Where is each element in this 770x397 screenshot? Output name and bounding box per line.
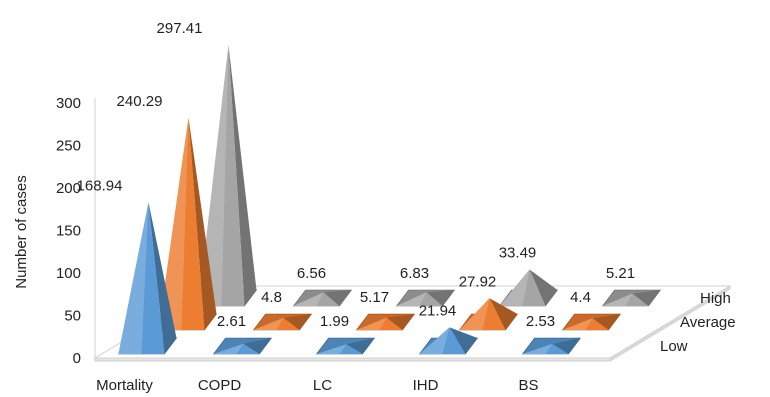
pyramid-mark	[292, 289, 353, 307]
pyramid-mark	[212, 337, 273, 355]
pyramid-side-face	[489, 298, 518, 330]
pyramid-highlight	[499, 269, 530, 306]
pyramid-highlight	[213, 343, 244, 354]
pyramid-side-face	[188, 117, 217, 330]
y-tick-label: 200	[56, 180, 81, 197]
pyramid-mark	[355, 313, 416, 331]
data-label: 6.83	[400, 265, 429, 282]
y-tick-label: 250	[56, 138, 81, 155]
pyramid-highlight	[459, 298, 490, 330]
pyramid-highlight	[562, 318, 593, 330]
data-label: 21.94	[419, 302, 457, 319]
data-labels: 297.41 6.56 6.83 33.49 5.21 240.29 4.8 5.17 27.9…	[77, 20, 636, 330]
pyramid-side-face	[283, 314, 312, 330]
pyramid-side-face	[228, 45, 257, 306]
pyramid-mark	[601, 289, 662, 307]
data-label: 297.41	[157, 20, 203, 37]
data-label: 5.17	[360, 289, 389, 306]
data-label: 2.53	[526, 313, 555, 330]
pyramid-highlight	[602, 293, 633, 306]
series-label: High	[700, 290, 731, 307]
pyramid-highlight	[356, 317, 387, 330]
pyramid-highlight	[118, 202, 149, 354]
category-label: Mortality	[96, 377, 153, 394]
pyramid-side-face	[529, 269, 558, 306]
pyramid-side-face	[386, 314, 415, 330]
pyramid-side-face	[552, 338, 581, 354]
pyramid-highlight	[253, 317, 284, 330]
data-label: 168.94	[77, 177, 123, 194]
pyramid-side-face	[243, 338, 272, 354]
chart-marks	[117, 45, 662, 355]
y-axis-title: Number of cases	[13, 175, 30, 288]
category-label: IHD	[413, 377, 439, 394]
pyramid-mark	[561, 313, 622, 331]
pyramid-mark	[418, 327, 479, 355]
pyramid-mark	[458, 298, 519, 331]
category-axis: Mortality COPD LC IHD BS	[96, 377, 538, 394]
pyramid-side-face	[449, 327, 478, 354]
category-label: BS	[518, 377, 538, 394]
data-label: 4.4	[570, 289, 591, 306]
data-label: 27.92	[459, 273, 497, 290]
pyramid-side-face	[426, 290, 455, 306]
pyramid-side-face	[323, 290, 352, 306]
pyramid-mark	[498, 269, 559, 307]
data-label: 6.56	[297, 265, 326, 282]
pyramid-highlight	[158, 117, 189, 330]
category-label: COPD	[198, 377, 242, 394]
data-label: 1.99	[320, 313, 349, 330]
pyramid-highlight	[316, 344, 347, 354]
pyramid-highlight	[522, 343, 553, 354]
y-tick-label: 50	[64, 308, 81, 325]
pyramid-highlight	[396, 292, 427, 306]
y-tick-label: 100	[56, 265, 81, 282]
data-label: 4.8	[261, 289, 282, 306]
floor-front-edge	[94, 357, 611, 362]
pyramid-mark	[252, 313, 313, 331]
pyramid-mark	[395, 289, 456, 307]
data-label: 2.61	[217, 313, 246, 330]
pyramid-mark	[117, 202, 178, 355]
y-tick-label: 300	[56, 95, 81, 112]
data-label: 33.49	[499, 245, 537, 262]
pyramid-side-face	[632, 290, 661, 306]
pyramid-mark	[315, 337, 376, 355]
series-label: Average	[680, 314, 736, 331]
pyramid-side-face	[592, 314, 621, 330]
pyramid-side-face	[346, 338, 375, 354]
data-label: 5.21	[606, 265, 635, 282]
data-label: 240.29	[117, 93, 163, 110]
value-axis: 0 50 100 150 200 250 300	[56, 95, 96, 367]
pyramid-side-face	[148, 202, 177, 354]
category-label: LC	[313, 377, 332, 394]
y-tick-label: 150	[56, 223, 81, 240]
pyramid-highlight	[419, 327, 450, 354]
y-tick-label: 0	[73, 350, 81, 367]
series-label: Low	[660, 338, 688, 355]
pyramid-mark	[521, 337, 582, 355]
series-axis: Low Average High	[660, 290, 736, 355]
pyramid-highlight	[293, 292, 324, 306]
floor-side-edge	[609, 285, 731, 362]
